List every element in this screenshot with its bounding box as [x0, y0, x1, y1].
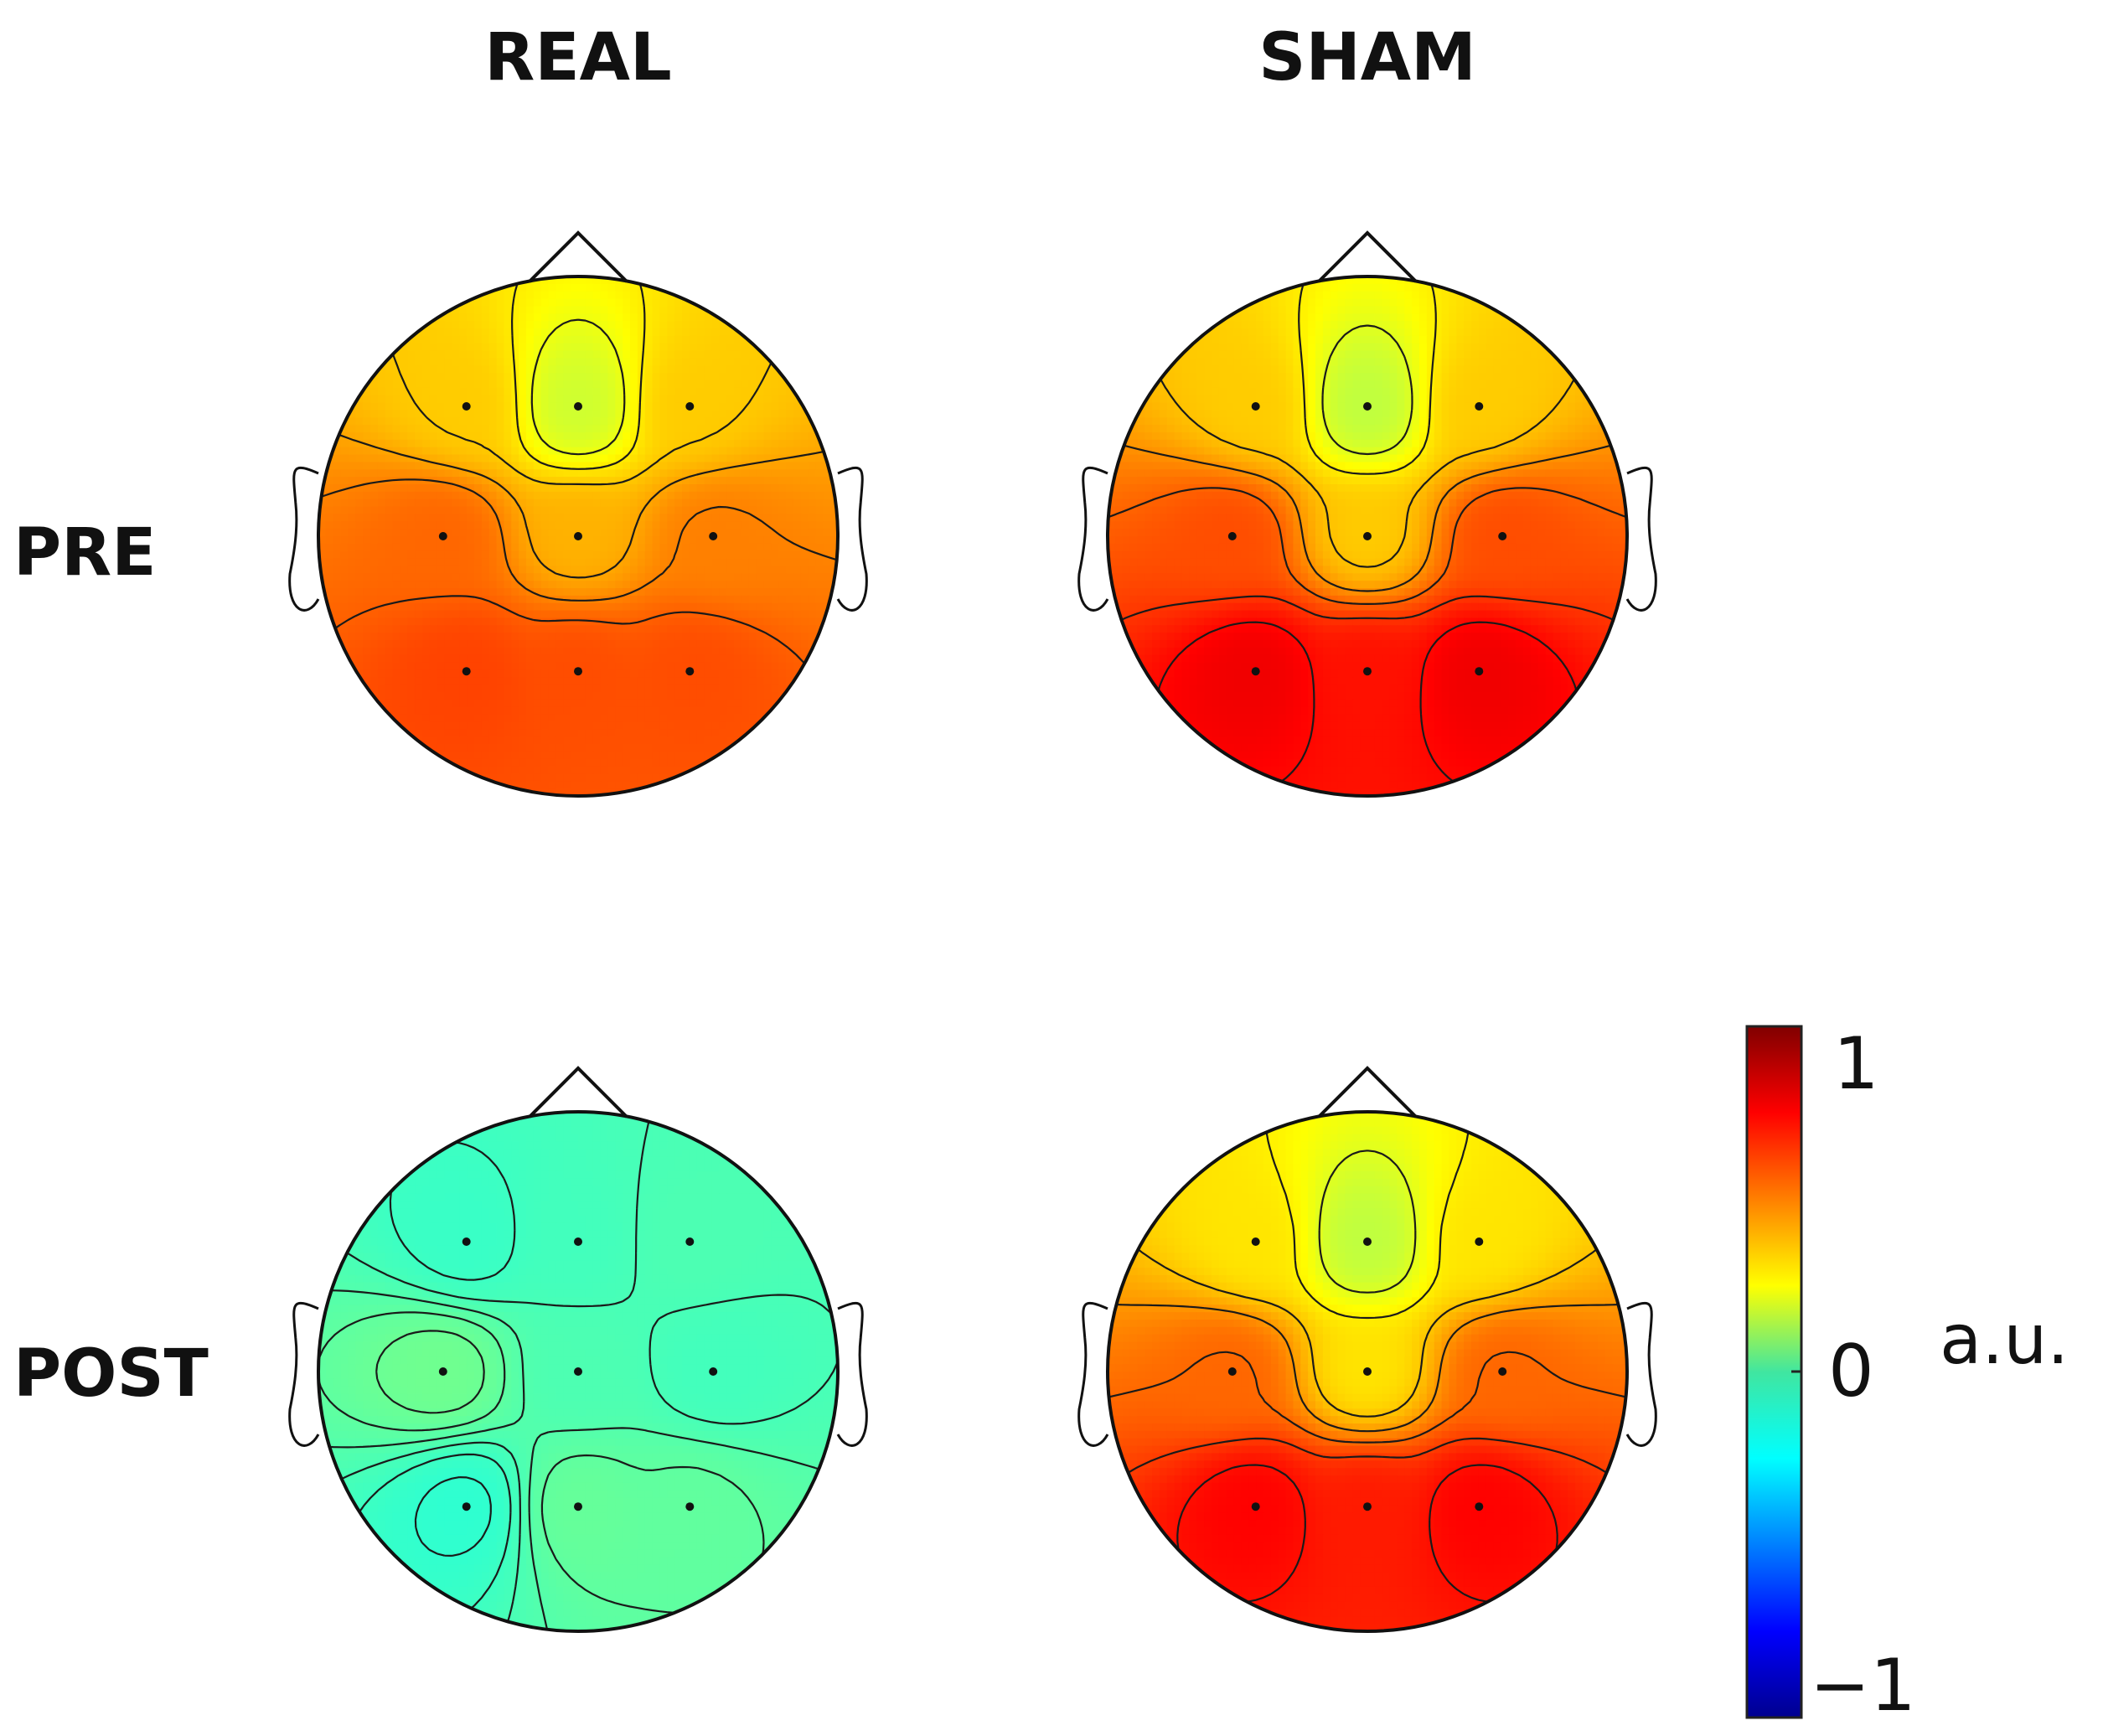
colorbar-tick-label-1: 1 [1833, 1022, 1879, 1106]
left-ear-outline [1077, 1301, 1109, 1447]
electrode-cz [1363, 532, 1372, 540]
electrode-c3 [1227, 532, 1237, 540]
electrode-f3 [462, 402, 471, 411]
electrode-c4 [1498, 1367, 1507, 1376]
topoplot-pre-sham [1077, 230, 1657, 798]
electrode-c4 [1498, 532, 1507, 540]
electrode-p3 [1251, 667, 1260, 676]
electrode-p3 [1251, 1502, 1260, 1511]
right-ear-outline [836, 466, 868, 612]
head-outline [1106, 275, 1629, 798]
column-label-real: REAL [484, 20, 672, 96]
colorbar-unit-label: a.u. [1940, 1300, 2069, 1380]
topoplot-post-sham [1077, 1066, 1657, 1633]
topoplot-contours [318, 1112, 838, 1631]
electrode-c3 [438, 1367, 447, 1376]
electrode-cz [1363, 1367, 1372, 1376]
electrode-c3 [1227, 1367, 1237, 1376]
column-label-sham: SHAM [1258, 20, 1476, 96]
nose-outline [1317, 1066, 1418, 1119]
electrode-p3 [462, 667, 471, 676]
right-ear-outline [836, 1301, 868, 1447]
electrode-f3 [1251, 1237, 1260, 1246]
electrode-pz [574, 667, 582, 676]
electrode-pz [1363, 667, 1372, 676]
colorbar-tick-label-minus1: −1 [1810, 1644, 1916, 1728]
left-ear-outline [288, 1301, 320, 1447]
electrode-cz [574, 532, 582, 540]
head-outline [1106, 1110, 1629, 1633]
row-label-post: POST [13, 1336, 209, 1412]
topoplot-post-real [288, 1066, 868, 1633]
electrode-fz [1363, 1237, 1372, 1246]
nose-outline [528, 1066, 628, 1119]
electrode-fz [574, 1237, 582, 1246]
electrode-f4 [1475, 402, 1484, 411]
row-label-pre: PRE [13, 515, 157, 591]
nose-outline [1317, 230, 1418, 283]
electrode-p3 [462, 1502, 471, 1511]
electrode-p4 [1475, 667, 1484, 676]
topoplot-colormap [1108, 1112, 1627, 1631]
colorbar-tick-label-0: 0 [1828, 1330, 1874, 1413]
topoplot-pre-real [288, 230, 868, 798]
electrode-fz [1363, 402, 1372, 411]
electrode-f4 [685, 1237, 695, 1246]
electrode-cz [574, 1367, 582, 1376]
electrode-f3 [1251, 402, 1260, 411]
left-ear-outline [288, 466, 320, 612]
right-ear-outline [1625, 466, 1657, 612]
electrode-p4 [1475, 1502, 1484, 1511]
head-outline [317, 275, 840, 798]
electrode-c3 [438, 532, 447, 540]
electrode-pz [574, 1502, 582, 1511]
electrode-f4 [1475, 1237, 1484, 1246]
electrode-c4 [709, 532, 718, 540]
head-outline [317, 1110, 840, 1633]
electrode-f4 [685, 402, 695, 411]
electrode-p4 [685, 667, 695, 676]
electrode-c4 [709, 1367, 718, 1376]
left-ear-outline [1077, 466, 1109, 612]
electrode-fz [574, 402, 582, 411]
nose-outline [528, 230, 628, 283]
electrode-pz [1363, 1502, 1372, 1511]
electrode-p4 [685, 1502, 695, 1511]
contour-lines [318, 1112, 838, 1631]
right-ear-outline [1625, 1301, 1657, 1447]
electrode-f3 [462, 1237, 471, 1246]
